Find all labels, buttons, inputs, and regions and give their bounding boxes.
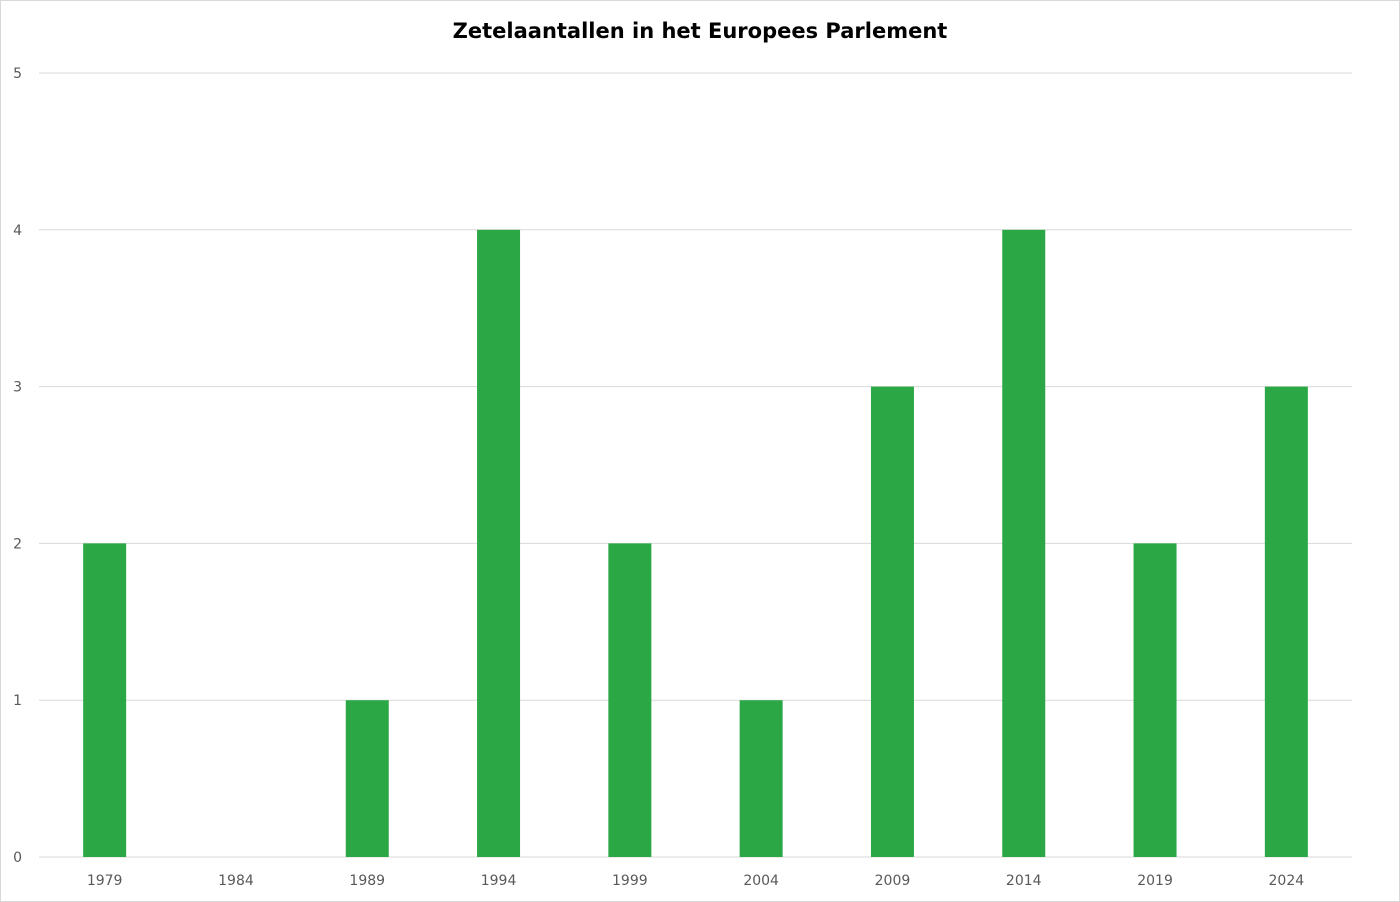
- gridlines: [39, 72, 1352, 858]
- bar-2009: [870, 386, 914, 857]
- x-tick-label: 1999: [612, 873, 648, 889]
- bar-2014: [1002, 229, 1046, 858]
- bar-2019: [1133, 543, 1177, 857]
- x-tick-label: 1984: [218, 873, 254, 889]
- y-axis-ticks: 0 1 2 3 4 5: [13, 66, 22, 866]
- bar-1979: [83, 543, 127, 857]
- x-tick-label: 2014: [1006, 873, 1042, 889]
- x-tick-label: 1989: [349, 873, 385, 889]
- y-tick-label: 4: [13, 223, 22, 239]
- y-tick-label: 0: [13, 850, 22, 866]
- y-tick-label: 3: [13, 380, 22, 396]
- bar-1994: [477, 229, 521, 858]
- bar-2024: [1264, 386, 1308, 857]
- y-tick-label: 1: [13, 693, 22, 709]
- y-tick-label: 2: [13, 536, 22, 552]
- bar-1999: [608, 543, 652, 857]
- x-tick-label: 1979: [87, 873, 123, 889]
- x-tick-label: 1994: [481, 873, 517, 889]
- y-tick-label: 5: [13, 66, 22, 82]
- x-tick-label: 2004: [743, 873, 779, 889]
- bars: [83, 229, 1308, 858]
- chart-title: Zetelaantallen in het Europees Parlement: [452, 19, 948, 43]
- x-tick-label: 2024: [1269, 873, 1305, 889]
- x-axis-ticks: 1979 1984 1989 1994 1999 2004 2009 2014 2019 2024: [87, 873, 1304, 889]
- x-tick-label: 2019: [1137, 873, 1173, 889]
- bar-2004: [739, 700, 783, 857]
- x-tick-label: 2009: [875, 873, 911, 889]
- bar-1989: [345, 700, 389, 857]
